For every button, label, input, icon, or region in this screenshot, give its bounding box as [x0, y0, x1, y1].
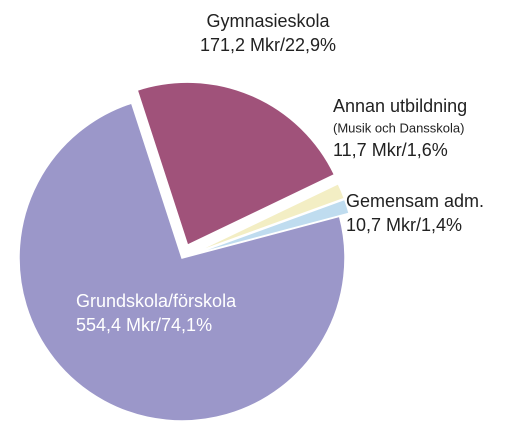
category-label: Gemensam adm. [346, 191, 484, 211]
value-label: 11,7 Mkr/1,6% [333, 140, 448, 160]
value-label: 554,4 Mkr/74,1% [76, 315, 212, 335]
category-label: Annan utbildning [333, 96, 467, 116]
pie-slice [190, 182, 346, 255]
category-label: Gymnasieskola [206, 11, 330, 31]
category-note: (Musik och Dansskola) [333, 120, 465, 135]
pie-slice [18, 102, 346, 422]
pie-slice [191, 198, 351, 256]
category-label: Grundskola/förskola [76, 291, 237, 311]
pie-slice [136, 81, 336, 247]
value-label: 171,2 Mkr/22,9% [200, 35, 336, 55]
value-label: 10,7 Mkr/1,4% [346, 215, 462, 235]
